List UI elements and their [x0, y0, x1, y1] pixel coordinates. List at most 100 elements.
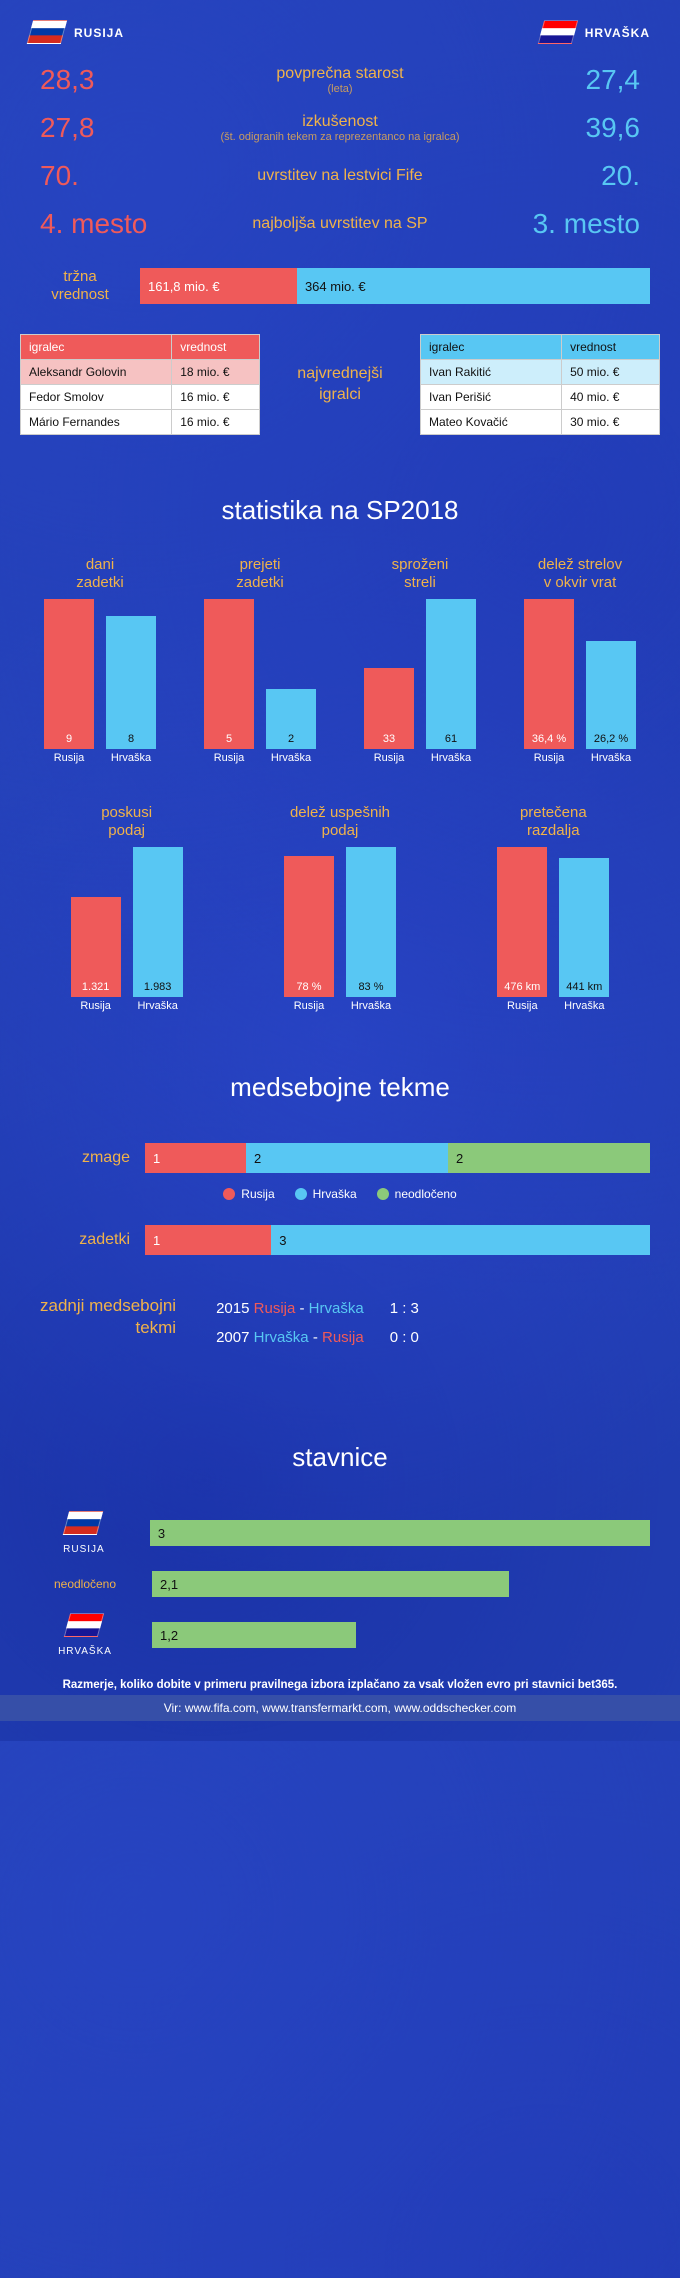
market-value-bar-a: 161,8 mio. €	[140, 268, 297, 304]
compare-val-a: 28,3	[40, 64, 180, 96]
stat-bar-a: 1.321Rusija	[71, 897, 121, 1012]
stat-block: prejeti zadetki5Rusija2Hrvaška	[185, 556, 335, 764]
section-title-stats: statistika na SP2018	[0, 435, 680, 556]
stat-title: poskusi podaj	[27, 804, 227, 840]
players-table-a: igralecvrednost Aleksandr Golovin18 mio.…	[20, 334, 260, 435]
stat-block: delež strelov v okvir vrat36,4 %Rusija26…	[505, 556, 655, 764]
h2h-segment: 1	[145, 1143, 246, 1173]
team-a-header: RUSIJA	[30, 20, 124, 46]
player-name: Mário Fernandes	[21, 410, 172, 435]
compare-val-b: 20.	[500, 160, 640, 192]
compare-val-a: 70.	[40, 160, 180, 192]
compare-row: 4. mestonajboljša uvrstitev na SP3. mest…	[0, 200, 680, 248]
bet-row: RUSIJA3	[0, 1503, 680, 1563]
last-match-row: 2007 Hrvaška - Rusija0 : 0	[216, 1324, 419, 1353]
bet-neod-label: neodločeno	[30, 1577, 140, 1591]
legend-b: Hrvaška	[295, 1187, 357, 1201]
compare-row: 28,3povprečna starost(leta)27,4	[0, 56, 680, 104]
stat-bar-b: 61Hrvaška	[426, 599, 476, 764]
compare-label: izkušenost(št. odigranih tekem za reprez…	[180, 113, 500, 143]
col-value: vrednost	[562, 335, 660, 360]
section-title-bets: stavnice	[0, 1382, 680, 1503]
h2h-wins-bars: 122	[145, 1143, 650, 1173]
stat-title: delež uspešnih podaj	[240, 804, 440, 840]
russia-flag-icon	[30, 20, 66, 46]
team-b-header: HRVAŠKA	[541, 20, 650, 46]
h2h-legend: Rusija Hrvaška neodločeno	[0, 1183, 680, 1215]
compare-label: uvrstitev na lestvici Fife	[180, 167, 500, 185]
table-row: Mário Fernandes16 mio. €	[21, 410, 260, 435]
stats-row-2: poskusi podaj 1.321Rusija1.983Hrvaška dele…	[0, 804, 680, 1012]
player-name: Ivan Rakitić	[420, 360, 561, 385]
h2h-segment: 3	[271, 1225, 650, 1255]
players-table-b: igralecvrednost Ivan Rakitić50 mio. €Iva…	[420, 334, 660, 435]
last-matches-label: zadnji medsebojni tekmi	[40, 1295, 176, 1339]
player-name: Ivan Perišić	[420, 385, 561, 410]
h2h-wins-label: zmage	[30, 1149, 130, 1167]
stat-bar-a: 78 %Rusija	[284, 856, 334, 1012]
header: RUSIJA HRVAŠKA	[0, 0, 680, 56]
compare-row: 27,8izkušenost(št. odigranih tekem za re…	[0, 104, 680, 152]
players-row: igralecvrednost Aleksandr Golovin18 mio.…	[0, 334, 680, 435]
stat-bar-b: 26,2 %Hrvaška	[586, 641, 636, 764]
croatia-flag-icon	[541, 20, 577, 46]
stat-title: dani zadetki	[25, 556, 175, 592]
table-row: Ivan Rakitić50 mio. €	[420, 360, 659, 385]
stat-bar-b: 83 %Hrvaška	[346, 847, 396, 1012]
h2h-segment: 2	[246, 1143, 448, 1173]
col-player: igralec	[21, 335, 172, 360]
player-name: Aleksandr Golovin	[21, 360, 172, 385]
compare-val-b: 3. mesto	[500, 208, 640, 240]
h2h-wins-row: zmage 122	[0, 1133, 680, 1183]
col-player: igralec	[420, 335, 561, 360]
market-value-bars: 161,8 mio. € 364 mio. €	[140, 268, 650, 304]
stat-block: poskusi podaj 1.321Rusija1.983Hrvaška	[27, 804, 227, 1012]
h2h-goals-label: zadetki	[30, 1231, 130, 1249]
compare-val-a: 4. mesto	[40, 208, 180, 240]
bets-section: RUSIJA3neodločeno2,1HRVAŠKA1,2	[0, 1503, 680, 1665]
player-value: 50 mio. €	[562, 360, 660, 385]
bet-bar: 1,2	[152, 1622, 356, 1648]
bet-bar: 2,1	[152, 1571, 509, 1597]
stat-block: sproženi streli33Rusija61Hrvaška	[345, 556, 495, 764]
player-value: 16 mio. €	[172, 385, 260, 410]
market-value-label: tržna vrednost	[30, 268, 130, 304]
legend-d: neodločeno	[377, 1187, 457, 1201]
croatia-flag-icon	[67, 1613, 103, 1639]
market-value-row: tržna vrednost 161,8 mio. € 364 mio. €	[0, 248, 680, 334]
footnote: Razmerje, koliko dobite v primeru pravil…	[0, 1665, 680, 1695]
compare-val-b: 39,6	[500, 112, 640, 144]
bet-bar: 3	[150, 1520, 650, 1546]
table-row: Ivan Perišić40 mio. €	[420, 385, 659, 410]
section-title-h2h: medsebojne tekme	[0, 1012, 680, 1133]
last-matches: zadnji medsebojni tekmi 2015 Rusija - Hr…	[0, 1265, 680, 1382]
russia-flag-icon	[66, 1511, 102, 1537]
stat-bar-b: 441 kmHrvaška	[559, 858, 609, 1012]
stats-row-1: dani zadetki9Rusija8Hrvaškaprejeti zadet…	[0, 556, 680, 764]
bet-row: neodločeno 2,1	[0, 1563, 680, 1605]
compare-label: povprečna starost(leta)	[180, 65, 500, 95]
h2h-goals-bars: 13	[145, 1225, 650, 1255]
stat-bar-a: 5Rusija	[204, 599, 254, 764]
stat-bar-b: 1.983Hrvaška	[133, 847, 183, 1012]
team-a-name: RUSIJA	[74, 26, 124, 40]
stat-bar-a: 476 kmRusija	[497, 847, 547, 1012]
stat-title: prejeti zadetki	[185, 556, 335, 592]
source-line: Vir: www.fifa.com, www.transfermarkt.com…	[0, 1695, 680, 1721]
legend-a: Rusija	[223, 1187, 274, 1201]
compare-row: 70.uvrstitev na lestvici Fife20.	[0, 152, 680, 200]
h2h-segment: 1	[145, 1225, 271, 1255]
stat-title: pretečena razdalja	[453, 804, 653, 840]
stat-bar-a: 36,4 %Rusija	[524, 599, 574, 764]
last-matches-rows: 2015 Rusija - Hrvaška1 : 32007 Hrvaška -…	[216, 1295, 419, 1352]
players-mid-label: najvrednejši igralci	[297, 364, 382, 406]
compare-val-b: 27,4	[500, 64, 640, 96]
market-value-bar-b: 364 mio. €	[297, 268, 650, 304]
team-b-name: HRVAŠKA	[585, 26, 650, 40]
table-row: Aleksandr Golovin18 mio. €	[21, 360, 260, 385]
last-match-row: 2015 Rusija - Hrvaška1 : 3	[216, 1295, 419, 1324]
player-value: 16 mio. €	[172, 410, 260, 435]
player-value: 18 mio. €	[172, 360, 260, 385]
stat-bar-a: 9Rusija	[44, 599, 94, 764]
table-row: Fedor Smolov16 mio. €	[21, 385, 260, 410]
